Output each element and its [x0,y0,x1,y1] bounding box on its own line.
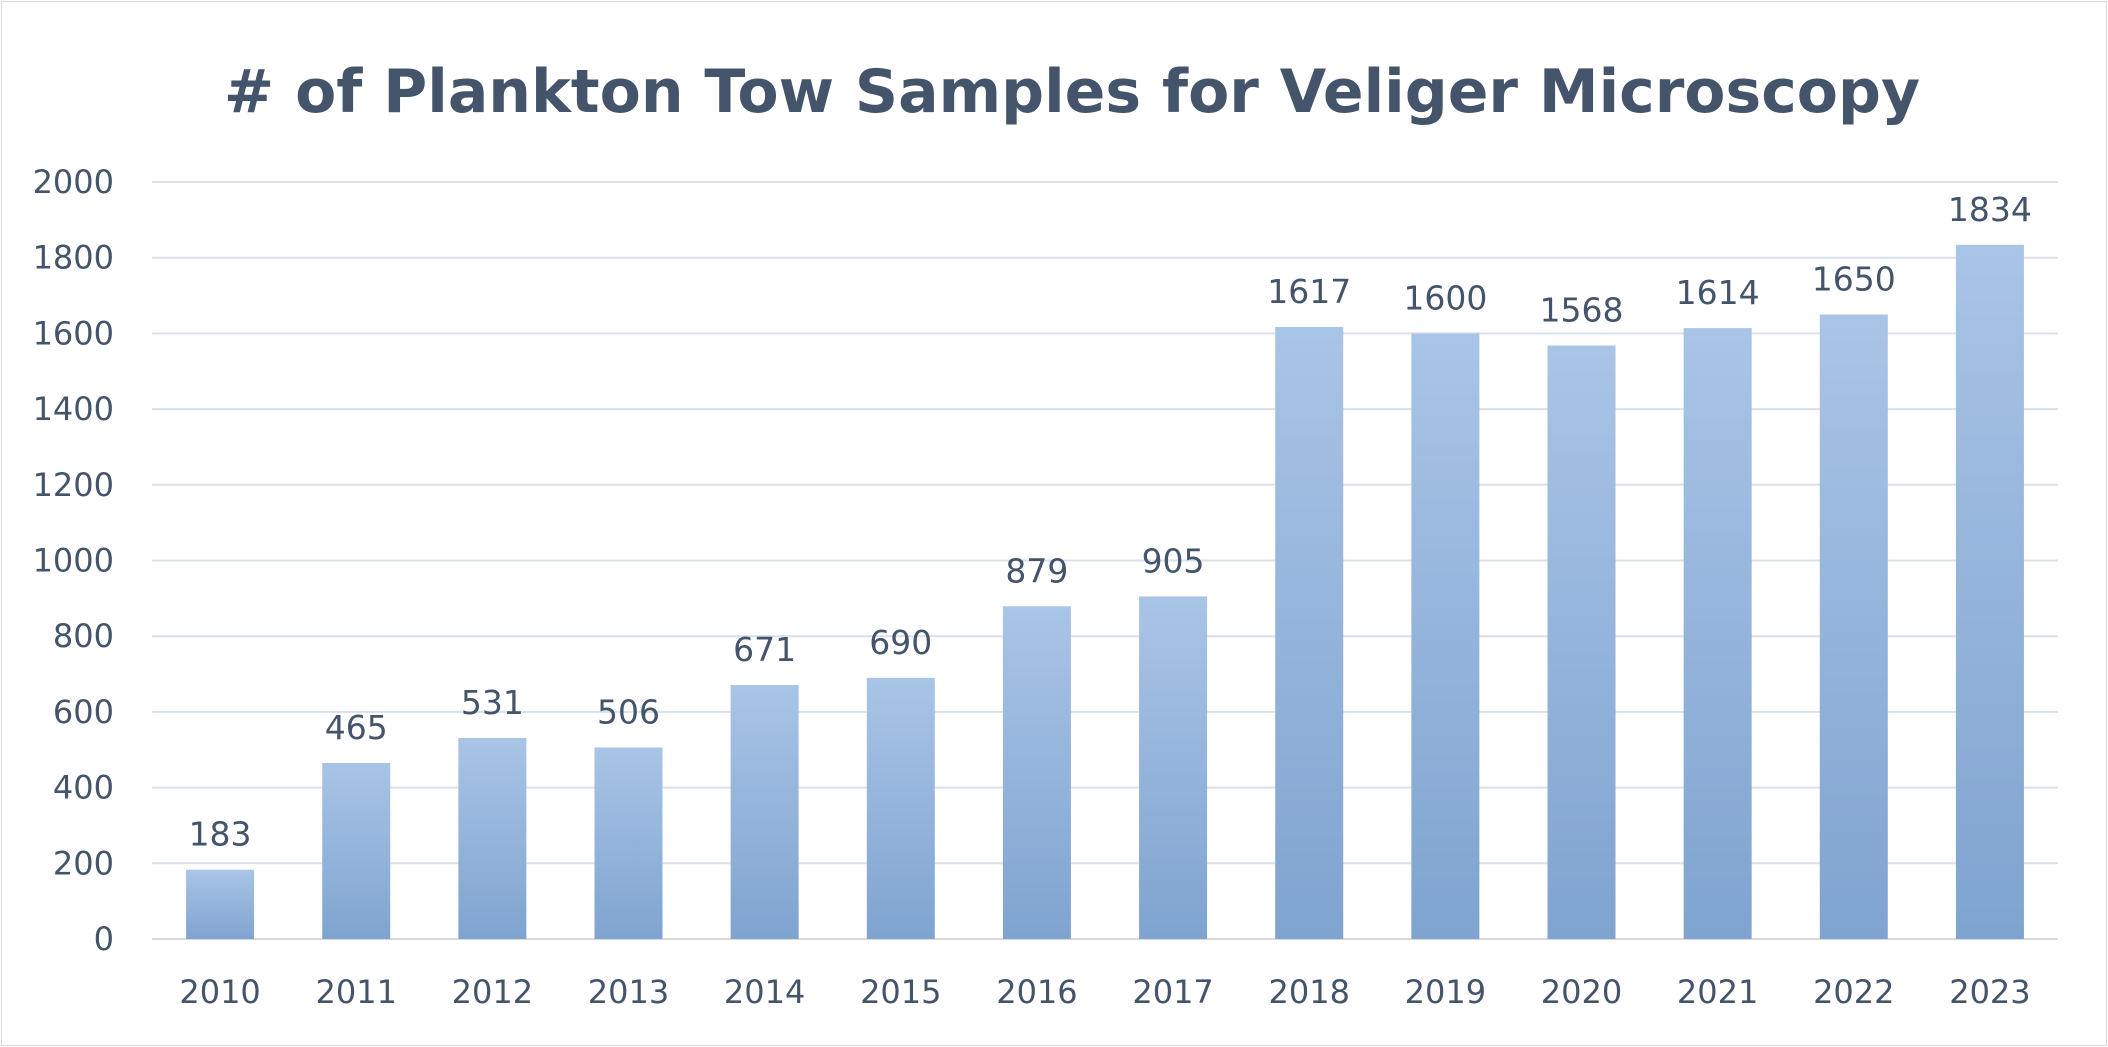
data-label-2010: 183 [189,815,252,854]
data-label-2015: 690 [869,623,932,662]
x-tick-label-2023: 2023 [1949,973,2030,1011]
data-label-2013: 506 [597,692,660,731]
bar-2016 [1002,606,1071,939]
bar-2013 [594,747,663,939]
x-tick-label-2012: 2012 [452,973,533,1011]
x-tick-label-2019: 2019 [1405,973,1486,1011]
bar-2020 [1547,345,1616,940]
data-label-2023: 1834 [1948,190,2032,229]
x-tick-label-2011: 2011 [315,973,396,1011]
data-label-2018: 1617 [1267,272,1351,311]
x-tick-label-2020: 2020 [1541,973,1622,1011]
gridlines [152,181,2058,940]
data-label-2012: 531 [461,683,524,722]
x-tick-label-2010: 2010 [179,973,260,1011]
y-tick-label: 1800 [33,239,114,277]
bars [186,244,2024,940]
y-tick-label: 2000 [33,163,114,201]
y-tick-label: 800 [53,617,114,655]
y-tick-label: 1600 [33,314,114,352]
x-tick-label-2017: 2017 [1132,973,1213,1011]
y-tick-label: 1200 [33,466,114,504]
bar-2019 [1411,333,1480,939]
y-axis-ticks: 0 200 400 600 800 1000 1200 1400 1600 1800 2000 [33,163,114,958]
chart-title: # of Plankton Tow Samples for Veliger Mi… [224,57,1920,127]
x-axis-ticks: 2010 2011 2012 2013 2014 2015 2016 2017 2018 2019… [179,973,2030,1011]
bar-2023 [1955,244,2024,939]
x-tick-label-2013: 2013 [588,973,669,1011]
data-label-2022: 1650 [1812,259,1896,298]
bar-2018 [1275,326,1344,939]
bar-2017 [1139,596,1208,939]
y-tick-label: 400 [53,769,114,807]
bar-2021 [1683,328,1752,939]
y-tick-label: 1400 [33,390,114,428]
data-label-2019: 1600 [1403,278,1487,317]
data-label-2014: 671 [733,630,796,669]
x-tick-label-2015: 2015 [860,973,941,1011]
data-label-2011: 465 [325,708,388,747]
y-tick-label: 600 [53,693,114,731]
x-tick-label-2022: 2022 [1813,973,1894,1011]
x-tick-label-2014: 2014 [724,973,805,1011]
y-tick-label: 1000 [33,542,114,580]
data-labels: 183 465 531 506 671 690 879 905 1617 1600 1568 1614… [189,190,2032,854]
y-tick-label: 200 [53,844,114,882]
x-tick-label-2018: 2018 [1268,973,1349,1011]
bar-2011 [322,762,391,939]
y-tick-label: 0 [94,920,114,958]
bar-2022 [1819,314,1888,940]
bar-2014 [730,685,799,939]
data-label-2016: 879 [1005,551,1068,590]
data-label-2017: 905 [1142,541,1205,580]
bar-2010 [186,869,255,939]
bar-2012 [458,738,527,939]
data-label-2021: 1614 [1676,273,1760,312]
bar-2015 [866,677,935,939]
x-tick-label-2016: 2016 [996,973,1077,1011]
x-tick-label-2021: 2021 [1677,973,1758,1011]
data-label-2020: 1568 [1540,291,1624,330]
